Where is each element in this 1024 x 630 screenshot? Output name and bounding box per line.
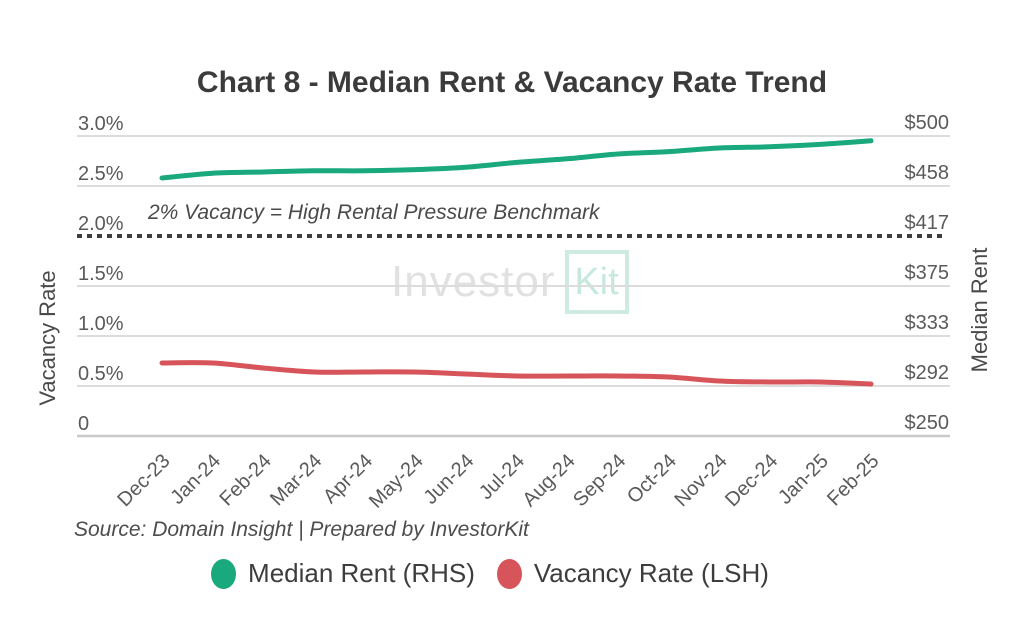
legend-item-median-rent: Median Rent (RHS) bbox=[211, 558, 475, 589]
source-note: Source: Domain Insight | Prepared by Inv… bbox=[74, 518, 529, 541]
left-axis-tick: 1.0% bbox=[78, 313, 124, 335]
watermark-investor-text: Investor bbox=[391, 257, 556, 306]
x-axis-label: Aug-24 bbox=[519, 450, 580, 511]
left-axis-tick: 2.0% bbox=[78, 213, 124, 235]
x-axis-label: Sep-24 bbox=[569, 450, 630, 511]
x-axis-label: Oct-24 bbox=[623, 450, 681, 508]
x-axis-label: Jul-24 bbox=[475, 450, 529, 504]
chart-title: Chart 8 - Median Rent & Vacancy Rate Tre… bbox=[196, 66, 828, 100]
median-rent-line bbox=[159, 138, 874, 181]
median-rent-legend-label: Median Rent (RHS) bbox=[248, 558, 475, 588]
left-axis-tick: 3.0% bbox=[78, 113, 124, 135]
x-axis-label: May-24 bbox=[365, 450, 428, 513]
x-axis-label: Dec-23 bbox=[113, 450, 174, 511]
right-axis-title: Median Rent bbox=[967, 247, 992, 373]
investorkit-watermark: Investor Kit bbox=[391, 250, 629, 314]
left-axis-tick: 0.5% bbox=[78, 363, 124, 385]
x-axis-label: Jan-24 bbox=[166, 450, 225, 509]
vacancy-rate-line bbox=[159, 360, 874, 387]
vacancy-rate-legend-dot bbox=[496, 558, 522, 589]
left-axis-title: Vacancy Rate bbox=[35, 270, 60, 406]
x-axis-label: Dec-24 bbox=[721, 450, 782, 511]
legend: Median Rent (RHS) Vacancy Rate (LSH) bbox=[0, 558, 980, 589]
left-axis-tick: 1.5% bbox=[78, 263, 124, 285]
vacancy-rate-legend-label: Vacancy Rate (LSH) bbox=[533, 558, 769, 588]
x-axis-label: Apr-24 bbox=[319, 450, 377, 508]
left-axis-tick: 0 bbox=[78, 413, 89, 435]
right-axis-tick: $500 bbox=[905, 112, 950, 134]
left-axis-tick: 2.5% bbox=[78, 163, 124, 185]
right-axis-tick: $417 bbox=[905, 212, 950, 234]
right-axis-tick: $250 bbox=[905, 412, 950, 434]
watermark-kit-logo: Kit bbox=[564, 250, 629, 314]
right-axis-tick: $333 bbox=[905, 312, 950, 334]
right-axis-tick: $458 bbox=[905, 162, 950, 184]
x-axis-label: Jun-24 bbox=[420, 450, 479, 509]
x-axis-label: Nov-24 bbox=[670, 450, 731, 511]
right-axis-tick: $375 bbox=[905, 262, 950, 284]
benchmark-annotation: 2% Vacancy = High Rental Pressure Benchm… bbox=[148, 201, 600, 224]
x-axis-label: Feb-25 bbox=[823, 450, 883, 510]
x-axis-label: Mar-24 bbox=[266, 450, 326, 510]
x-axis-label: Feb-24 bbox=[215, 450, 275, 510]
right-axis-tick: $292 bbox=[905, 362, 950, 384]
x-axis-label: Jan-25 bbox=[774, 450, 833, 509]
legend-item-vacancy-rate: Vacancy Rate (LSH) bbox=[496, 558, 769, 589]
median-rent-legend-dot bbox=[211, 558, 237, 589]
